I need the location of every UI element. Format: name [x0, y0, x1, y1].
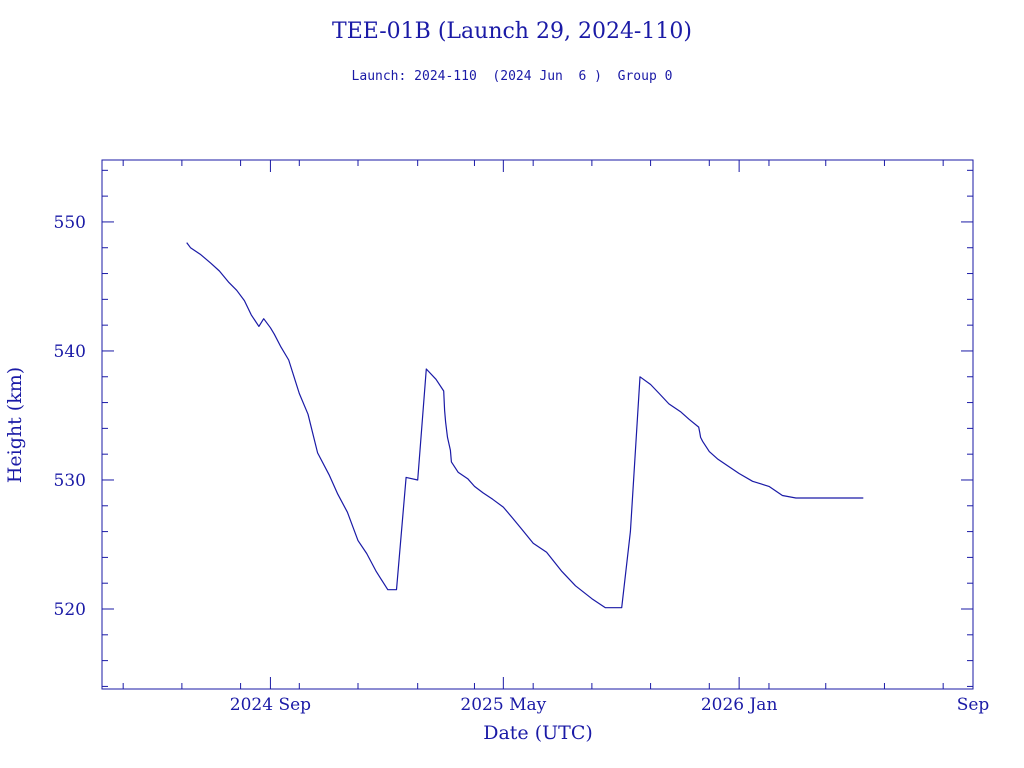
x-tick-labels: 2024 Sep 2025 May 2026 Jan Sep: [230, 695, 990, 715]
chart-title: TEE-01B (Launch 29, 2024-110): [332, 19, 692, 44]
axis-ticks: [102, 160, 974, 689]
x-tick-label: 2026 Jan: [701, 695, 778, 715]
y-axis-label: Height (km): [4, 367, 26, 483]
x-axis-label: Date (UTC): [483, 722, 593, 744]
y-tick-label: 550: [54, 213, 86, 233]
chart-subtitle: Launch: 2024-110 (2024 Jun 6 ) Group 0: [352, 69, 673, 84]
height-series-line: [186, 242, 864, 609]
series-group: [186, 242, 864, 609]
y-tick-labels: 520 530 540 550: [54, 213, 86, 620]
x-tick-label: Sep: [957, 695, 990, 715]
y-tick-label: 540: [54, 342, 86, 362]
y-tick-label: 520: [54, 600, 86, 620]
x-tick-label: 2025 May: [460, 695, 546, 715]
y-tick-label: 530: [54, 471, 86, 491]
x-tick-label: 2024 Sep: [230, 695, 311, 715]
plot-frame: [101, 159, 974, 690]
